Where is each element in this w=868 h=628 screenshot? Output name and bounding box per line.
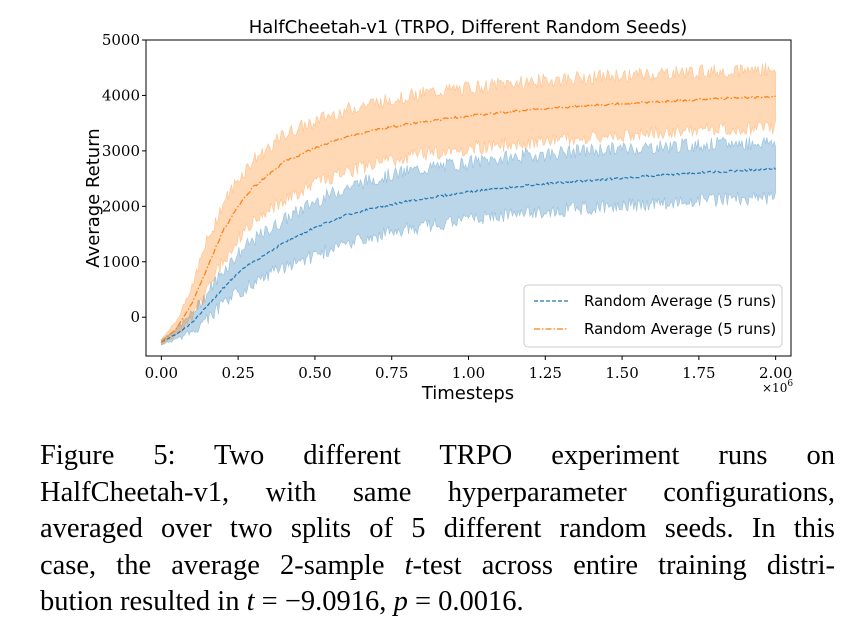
x-tick-label: 0.75	[375, 364, 408, 382]
x-tick-label: 1.25	[529, 364, 562, 382]
y-tick-label: 0	[130, 308, 140, 326]
caption-math-t: t	[246, 586, 255, 617]
caption-text: case, the average 2-sample	[40, 549, 405, 581]
caption-line-2: HalfCheetah-v1, with same hyperparameter…	[40, 476, 835, 508]
y-axis-label: Average Return	[83, 128, 104, 267]
confidence-bands	[161, 62, 776, 346]
caption-line-1: Figure 5: Two different TRPO experiment …	[40, 440, 835, 471]
x-axis-multiplier-exponent: 6	[787, 379, 793, 389]
x-tick-label: 0.25	[221, 364, 254, 382]
confidence-band-series-0	[161, 136, 776, 346]
chart-title: HalfCheetah-v1 (TRPO, Different Random S…	[249, 17, 688, 38]
y-tick-label: 1000	[102, 253, 140, 271]
series-line-1	[160, 95, 776, 343]
series-lines	[160, 95, 777, 343]
y-tick-label: 4000	[102, 86, 140, 104]
x-tick-label: 1.00	[452, 364, 485, 382]
y-tick-label: 2000	[102, 197, 140, 215]
caption-math: = −9.0916,	[254, 586, 394, 617]
confidence-band-series-1	[161, 62, 776, 346]
x-tick-label: 1.75	[682, 364, 715, 382]
caption-text: -test across entire training distri-	[412, 549, 836, 581]
series-line-0	[161, 167, 777, 343]
y-tick-label: 5000	[102, 31, 140, 49]
x-tick-label: 0.00	[145, 364, 178, 382]
legend-label-series-0: Random Average (5 runs)	[584, 292, 776, 310]
x-axis-multiplier: ×106	[762, 379, 793, 395]
caption-line-4: case, the average 2-sample t-test across…	[40, 548, 835, 585]
caption-math: = 0.0016.	[407, 586, 524, 617]
x-tick-label: 2.00	[759, 364, 792, 382]
figure-chart: HalfCheetah-v1 (TRPO, Different Random S…	[83, 17, 793, 404]
caption-math-p: p	[393, 586, 408, 617]
legend: Random Average (5 runs) Random Average (…	[523, 284, 783, 348]
caption-math-t: t	[404, 549, 413, 581]
figure-caption: Figure 5: Two different TRPO experiment …	[40, 438, 835, 621]
x-axis-label: Timesteps	[421, 383, 514, 404]
caption-line-5: bution resulted in t = −9.0916, p = 0.00…	[40, 584, 835, 621]
caption-line-3: averaged over two splits of 5 different …	[40, 513, 835, 544]
x-axis-ticks: 0.00 0.25 0.50 0.75 1.00 1.25 1.50 1.75 2.00	[145, 356, 792, 382]
y-axis-ticks: 0 1000 2000 3000 4000 5000	[102, 31, 146, 326]
y-tick-label: 3000	[102, 142, 140, 160]
x-axis-multiplier-base: ×10	[762, 381, 787, 395]
x-tick-label: 0.50	[298, 364, 331, 382]
legend-label-series-1: Random Average (5 runs)	[584, 320, 776, 338]
legend-box	[523, 284, 783, 348]
caption-text: bution resulted in	[40, 586, 247, 617]
x-tick-label: 1.50	[605, 364, 638, 382]
